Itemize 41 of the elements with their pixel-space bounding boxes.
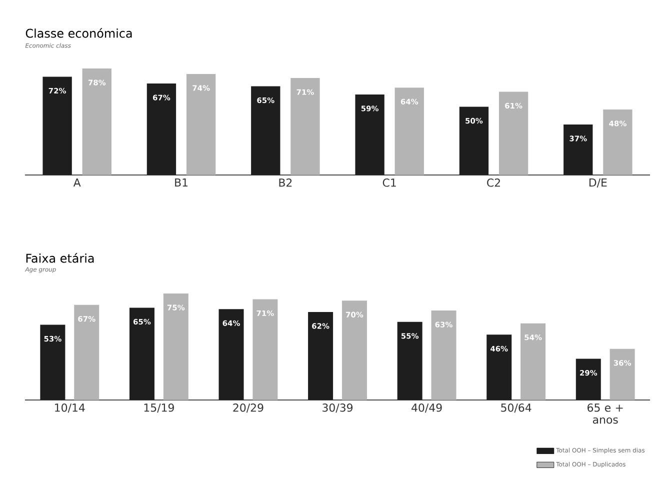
bar [82,68,112,175]
chart-title: Faixa etária [26,253,94,263]
bar [603,109,632,175]
bar [129,308,154,400]
bar [218,309,244,400]
x-tick-label: 50/64 [501,404,532,413]
bar [520,323,546,400]
bar [290,78,320,175]
bar [74,304,100,400]
bar [42,76,72,175]
bar [355,94,384,175]
bar [252,299,278,400]
bar [459,106,489,175]
bar [498,92,528,175]
bar [186,74,216,175]
bar [610,348,635,400]
x-tick-label: B1 [175,178,188,186]
bar [564,124,593,175]
bar [397,322,422,400]
x-tick-label: C1 [382,178,396,187]
x-tick-label: 30/39 [322,404,353,413]
bar [251,86,280,175]
x-tick-label: A [73,178,81,186]
x-tick-label: 20/29 [233,404,264,413]
x-tick-label: 40/49 [412,404,442,413]
bar [431,310,456,400]
bar [576,358,601,400]
x-tick-label: D/E [589,178,607,188]
x-tick-label: B2 [279,178,292,187]
x-tick-label: 10/14 [55,404,85,413]
bar [40,324,66,400]
bar [146,84,176,175]
bar [486,334,512,400]
bar [163,294,188,400]
bar [394,88,424,175]
bar [342,300,367,400]
x-tick-label: C2 [487,178,500,187]
x-tick-label: 65 e + anos [588,404,623,424]
bar [308,312,334,400]
x-tick-label: 15/19 [144,404,174,413]
chart-title: Classe económica [26,28,132,38]
